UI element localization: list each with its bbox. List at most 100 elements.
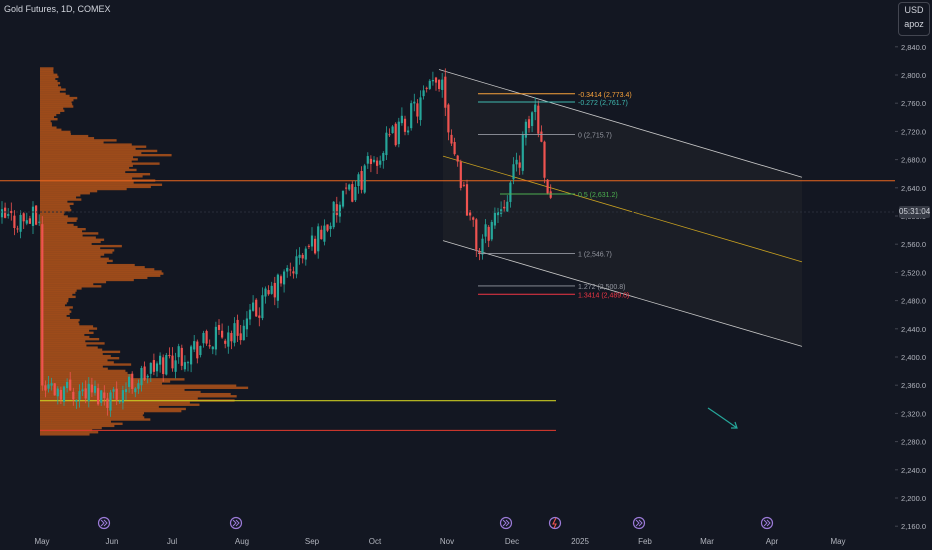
price-tick-label: 2,840.0 bbox=[901, 43, 926, 52]
candle-body bbox=[317, 226, 320, 252]
candle-body bbox=[162, 357, 165, 375]
time-axis-bg bbox=[0, 530, 895, 550]
profile-bar bbox=[40, 124, 52, 127]
candle-body bbox=[444, 76, 447, 108]
candle-body bbox=[537, 105, 540, 134]
fibonacci-levels: -0.3414 (2,773.4)-0.272 (2,761.7) 0 (2,71… bbox=[478, 92, 632, 299]
time-tick-label: Jul bbox=[167, 537, 177, 546]
profile-bar bbox=[40, 79, 58, 83]
profile-bar bbox=[40, 88, 66, 91]
candle-body bbox=[7, 214, 10, 216]
profile-bar bbox=[40, 304, 65, 307]
profile-bar bbox=[40, 418, 151, 421]
profile-bar bbox=[40, 251, 113, 254]
candle-body bbox=[459, 161, 462, 188]
candle-body bbox=[388, 134, 391, 136]
profile-bar bbox=[40, 414, 143, 417]
candle-body bbox=[503, 206, 506, 209]
candle-body bbox=[360, 170, 363, 190]
candle-body bbox=[131, 373, 134, 389]
trend-arrow-icon bbox=[707, 407, 738, 429]
profile-bar bbox=[40, 306, 73, 309]
candle-body bbox=[351, 184, 354, 202]
profile-bar bbox=[40, 147, 136, 151]
candle-body bbox=[323, 225, 326, 242]
candle-body bbox=[379, 160, 382, 165]
profile-bar bbox=[40, 75, 59, 79]
price-tick-label: 2,400.0 bbox=[901, 353, 926, 362]
profile-bar bbox=[40, 331, 94, 335]
candle-body bbox=[527, 119, 531, 129]
profile-bar bbox=[40, 316, 70, 320]
profile-bar bbox=[40, 122, 52, 125]
candle-body bbox=[205, 330, 208, 344]
time-axis[interactable]: May Jun Jul Aug Sep Oct Nov Dec 2025 Feb Mar Apr May bbox=[0, 530, 895, 550]
candle-body bbox=[292, 271, 295, 274]
candle-body bbox=[391, 126, 394, 134]
candle-body bbox=[304, 248, 307, 260]
profile-bar bbox=[40, 219, 77, 222]
candle-body bbox=[314, 238, 317, 254]
profile-bar bbox=[40, 160, 132, 163]
profile-bar bbox=[40, 348, 103, 351]
profile-bar bbox=[40, 361, 114, 364]
profile-bar bbox=[40, 156, 134, 159]
candle-body bbox=[341, 190, 345, 207]
forward-icon-glyph bbox=[100, 519, 108, 527]
profile-bar bbox=[40, 310, 72, 313]
profile-bar bbox=[40, 128, 62, 131]
candle-body bbox=[112, 389, 115, 392]
profile-bar bbox=[40, 388, 185, 392]
profile-bar bbox=[40, 187, 127, 191]
candle-body bbox=[19, 214, 22, 232]
price-axis[interactable]: 2,840.0 2,800.0 2,760.0 2,720.0 2,680.0 2,640… bbox=[895, 0, 932, 550]
candle-body bbox=[227, 332, 230, 347]
profile-bar bbox=[40, 302, 67, 305]
profile-bar bbox=[40, 170, 126, 174]
profile-bar bbox=[40, 200, 68, 203]
candle-body bbox=[242, 325, 245, 341]
profile-bar bbox=[40, 96, 78, 100]
candle-body bbox=[199, 345, 202, 356]
profile-bar bbox=[40, 196, 77, 199]
volume-profile bbox=[40, 67, 249, 436]
forward-icon-glyph bbox=[502, 519, 510, 527]
candle-body bbox=[211, 346, 214, 350]
candle-body bbox=[348, 184, 351, 190]
candle-body bbox=[298, 254, 301, 258]
candle-body bbox=[524, 121, 527, 138]
profile-bar bbox=[40, 333, 85, 337]
candle-body bbox=[273, 282, 276, 298]
profile-bar bbox=[40, 151, 142, 155]
profile-bar bbox=[40, 105, 74, 108]
candle-body bbox=[255, 299, 258, 317]
profile-bar bbox=[40, 327, 98, 330]
candle-body bbox=[109, 392, 112, 411]
candle-body bbox=[394, 123, 397, 146]
price-tick-label: 2,360.0 bbox=[901, 381, 926, 390]
profile-bar bbox=[40, 350, 121, 354]
candle-body bbox=[534, 104, 537, 112]
profile-bar bbox=[40, 405, 159, 409]
profile-bar bbox=[40, 295, 76, 299]
candle-body bbox=[276, 274, 279, 301]
candle-body bbox=[329, 225, 332, 230]
candle-body bbox=[202, 332, 205, 344]
time-tick-label: May bbox=[830, 537, 845, 546]
profile-bar bbox=[40, 162, 160, 165]
candle-body bbox=[230, 332, 233, 342]
profile-bar bbox=[40, 198, 82, 201]
candle-body bbox=[472, 217, 475, 220]
candle-body bbox=[354, 186, 357, 201]
profile-bar bbox=[40, 90, 60, 93]
fib-label: -0.3414 (2,773.4) bbox=[578, 92, 632, 99]
candle-body bbox=[416, 103, 419, 117]
candle-body bbox=[382, 153, 385, 161]
currency-selector[interactable]: USD apoz bbox=[898, 2, 930, 36]
candle-body bbox=[462, 184, 465, 186]
price-tick-label: 2,200.0 bbox=[901, 494, 926, 503]
candle-body bbox=[196, 341, 199, 359]
price-tick-label: 2,280.0 bbox=[901, 438, 926, 447]
profile-bar bbox=[40, 238, 105, 241]
